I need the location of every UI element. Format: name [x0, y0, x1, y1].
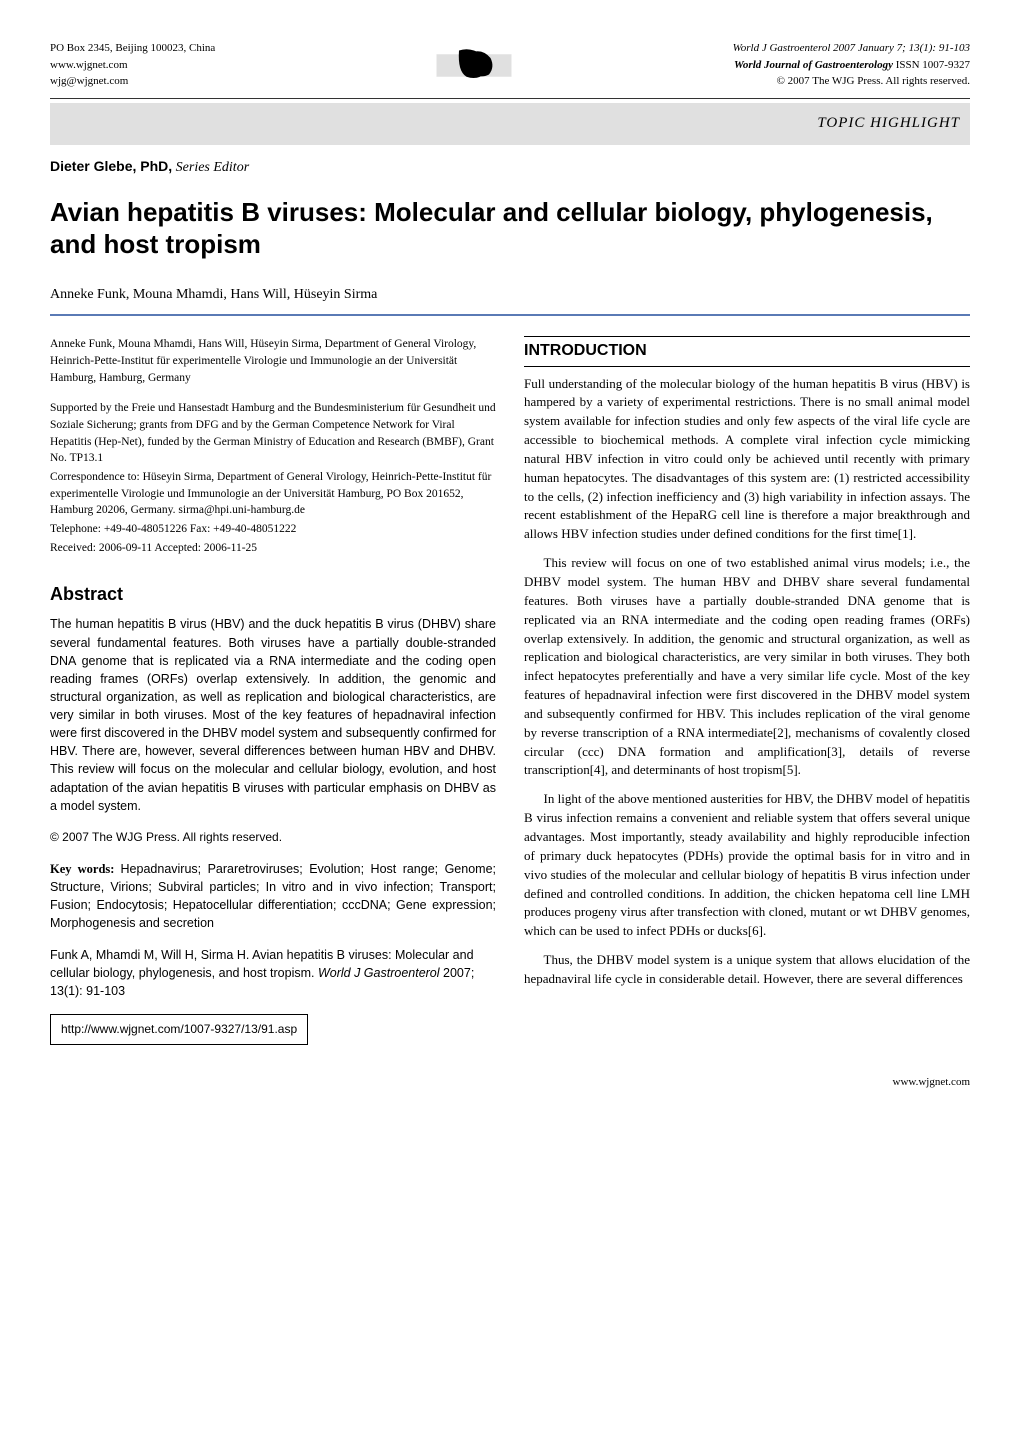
intro-para-2: This review will focus on one of two est…: [524, 554, 970, 780]
abstract-body: The human hepatitis B virus (HBV) and th…: [50, 615, 496, 814]
correspondence: Correspondence to: Hüseyin Sirma, Depart…: [50, 469, 496, 519]
supported-by: Supported by the Freie und Hansestadt Ha…: [50, 400, 496, 467]
dates-line: Received: 2006-09-11 Accepted: 2006-11-2…: [50, 540, 496, 557]
article-title: Avian hepatitis B viruses: Molecular and…: [50, 196, 970, 261]
header-website: www.wjgnet.com: [50, 57, 215, 74]
header-right-block: World J Gastroenterol 2007 January 7; 13…: [733, 40, 970, 90]
citation-journal: World J Gastroenterol: [318, 966, 440, 980]
series-editor-role: Series Editor: [172, 160, 249, 175]
article-url-box: http://www.wjgnet.com/1007-9327/13/91.as…: [50, 1014, 308, 1045]
journal-header: PO Box 2345, Beijing 100023, China www.w…: [50, 40, 970, 90]
keywords-label: Key words:: [50, 862, 121, 876]
header-address: PO Box 2345, Beijing 100023, China: [50, 40, 215, 57]
affiliation-block: Anneke Funk, Mouna Mhamdi, Hans Will, Hü…: [50, 336, 496, 386]
abstract-heading: Abstract: [50, 582, 496, 607]
left-column: Anneke Funk, Mouna Mhamdi, Hans Will, Hü…: [50, 336, 496, 1045]
header-copyright: © 2007 The WJG Press. All rights reserve…: [733, 73, 970, 90]
citation-block: Funk A, Mhamdi M, Will H, Sirma H. Avian…: [50, 946, 496, 1000]
blue-divider: [50, 314, 970, 316]
intro-para-1: Full understanding of the molecular biol…: [524, 375, 970, 545]
header-email: wjg@wjgnet.com: [50, 73, 215, 90]
correspondence-label: Correspondence to:: [50, 471, 143, 483]
two-column-layout: Anneke Funk, Mouna Mhamdi, Hans Will, Hü…: [50, 336, 970, 1045]
supported-text: the Freie und Hansestadt Hamburg and the…: [50, 402, 496, 464]
tel-label: Telephone:: [50, 523, 104, 535]
tel-value: +49-40-48051226: [104, 523, 187, 535]
abstract-copyright: © 2007 The WJG Press. All rights reserve…: [50, 829, 496, 846]
header-divider: [50, 98, 970, 99]
authors-line: Anneke Funk, Mouna Mhamdi, Hans Will, Hü…: [50, 285, 970, 305]
topic-highlight-label: TOPIC HIGHLIGHT: [817, 113, 960, 134]
keywords-block: Key words: Hepadnavirus; Pararetroviruse…: [50, 860, 496, 933]
right-column: INTRODUCTION Full understanding of the m…: [524, 336, 970, 1045]
gray-band: TOPIC HIGHLIGHT: [50, 103, 970, 145]
accepted-label: Accepted:: [152, 542, 204, 554]
fax-value: +49-40-48051222: [213, 523, 296, 535]
header-journal-issn: World Journal of Gastroenterology ISSN 1…: [733, 57, 970, 74]
intro-para-3: In light of the above mentioned austerit…: [524, 790, 970, 941]
header-left-block: PO Box 2345, Beijing 100023, China www.w…: [50, 40, 215, 90]
received-date: 2006-09-11: [99, 542, 152, 554]
journal-logo-icon: [429, 40, 519, 90]
header-citation-line: World J Gastroenterol 2007 January 7; 13…: [733, 40, 970, 57]
introduction-heading: INTRODUCTION: [524, 336, 970, 366]
citation-authors: Funk A, Mhamdi M, Will H, Sirma H.: [50, 948, 252, 962]
page-footer: www.wjgnet.com: [50, 1075, 970, 1090]
series-editor-line: Dieter Glebe, PhD, Series Editor: [50, 157, 970, 178]
telephone-line: Telephone: +49-40-48051226 Fax: +49-40-4…: [50, 521, 496, 538]
fax-label: Fax:: [187, 523, 213, 535]
affiliation-authors: Anneke Funk, Mouna Mhamdi, Hans Will, Hü…: [50, 338, 322, 350]
accepted-date: 2006-11-25: [204, 542, 257, 554]
series-editor-name: Dieter Glebe, PhD,: [50, 158, 172, 174]
intro-para-4: Thus, the DHBV model system is a unique …: [524, 951, 970, 989]
supported-label: Supported by: [50, 402, 115, 414]
received-label: Received:: [50, 542, 99, 554]
